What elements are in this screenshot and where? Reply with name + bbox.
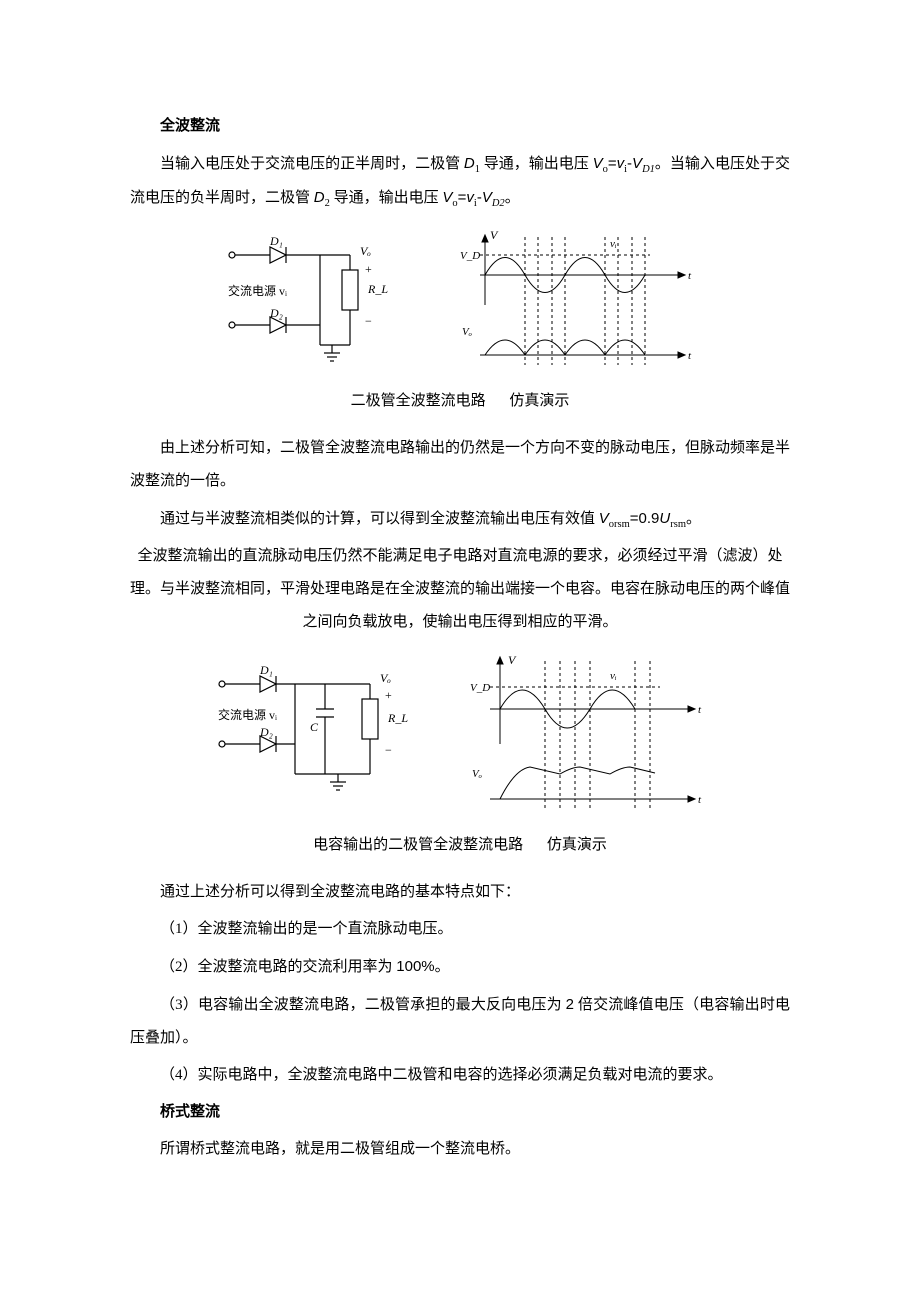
wave2-vi: vᵢ	[610, 670, 617, 682]
label2-D2: D₂	[259, 725, 273, 739]
para-7: （2）全波整流电路的交流利用率为 100%。	[130, 950, 790, 984]
wave-VD: V_D	[460, 250, 480, 262]
circuit-diagram-1: D₁ D₂ 交流电源 vᵢ Vₒ + R_L −	[220, 225, 430, 375]
Vorsm-V: V	[599, 510, 609, 527]
Vorsm-sub: orsm	[609, 519, 630, 530]
label2-D1: D₁	[259, 663, 273, 677]
figure-2-caption: 电容输出的二极管全波整流电路 仿真演示	[130, 829, 790, 862]
p1-b: 导通，输出电压	[480, 156, 593, 172]
label-D1: D₁	[269, 234, 283, 248]
figure-1: D₁ D₂ 交流电源 vᵢ Vₒ + R_L −	[130, 225, 790, 375]
para-4: 全波整流输出的直流脉动电压仍然不能满足电子电路对直流电源的要求，必须经过平滑（滤…	[130, 540, 790, 639]
caption-2a: 电容输出的二极管全波整流电路	[313, 837, 523, 853]
wave-t2: t	[688, 350, 692, 362]
p3-c: 。	[686, 511, 701, 527]
circuit-diagram-2: D₁ D₂ 交流电源 vᵢ C Vₒ + R_L −	[210, 649, 440, 809]
label-RL: R_L	[367, 282, 388, 296]
sym-vi2-v: v	[466, 189, 474, 206]
para-1: 当输入电压处于交流电压的正半周时，二极管 D1 导通，输出电压 Vo=vi-VD…	[130, 147, 790, 215]
wave-vi: vᵢ	[610, 238, 617, 250]
para-3: 通过与半波整流相类似的计算，可以得到全波整流输出电压有效值 Vorsm=0.9U…	[130, 502, 790, 536]
sym-Vo2-V: V	[442, 189, 452, 206]
para-9: （4）实际电路中，全波整流电路中二极管和电容的选择必须满足负载对电流的要求。	[130, 1059, 790, 1092]
wave2-t2: t	[698, 794, 702, 806]
label-src: 交流电源 vᵢ	[228, 283, 287, 298]
label2-minus: −	[385, 743, 392, 757]
sym-VD-V: V	[632, 155, 642, 172]
para-5: 通过上述分析可以得到全波整流电路的基本特点如下：	[130, 876, 790, 909]
para-2: 由上述分析可知，二极管全波整流电路输出的仍然是一个方向不变的脉动电压，但脉动频率…	[130, 432, 790, 498]
wave2-VD: V_D	[470, 682, 490, 694]
wave2-V: V	[508, 653, 517, 667]
waveform-diagram-1: V V_D vᵢ t Vₒ t	[450, 225, 700, 375]
sym-D2-D: D	[314, 189, 325, 206]
label-Vo: Vₒ	[360, 244, 371, 258]
label2-RL: R_L	[387, 711, 408, 725]
p7-c: 。	[435, 959, 450, 975]
caption-1a: 二极管全波整流电路	[351, 393, 486, 409]
para-8: （3）电容输出全波整流电路，二极管承担的最大反向电压为 2 倍交流峰值电压（电容…	[130, 988, 790, 1055]
figure-1-caption: 二极管全波整流电路 仿真演示	[130, 385, 790, 418]
label2-plus: +	[385, 688, 392, 702]
Ursm-U: U	[659, 510, 670, 527]
sym-VD2-D2: D2	[492, 198, 505, 209]
wave-V: V	[490, 228, 499, 242]
wave-Vo: Vₒ	[462, 326, 472, 338]
p3-a: 通过与半波整流相类似的计算，可以得到全波整流输出电压有效值	[160, 511, 599, 527]
label2-Vo: Vₒ	[380, 671, 391, 685]
caption-1b: 仿真演示	[509, 393, 569, 409]
sym-VD2-V: V	[482, 189, 492, 206]
figure-2: D₁ D₂ 交流电源 vᵢ C Vₒ + R_L − V	[130, 649, 790, 819]
sym-vi-v: v	[617, 155, 625, 172]
p1-e: 。	[505, 190, 520, 206]
section-title-fullwave: 全波整流	[130, 110, 790, 143]
label2-C: C	[310, 720, 319, 734]
section-title-bridge: 桥式整流	[130, 1096, 790, 1129]
label-plus: +	[365, 262, 372, 276]
p8-b: 2	[566, 996, 574, 1013]
sym-Vo-V: V	[593, 155, 603, 172]
para-6: （1）全波整流输出的是一个直流脉动电压。	[130, 913, 790, 946]
p7-a: （2）全波整流电路的交流利用率为	[160, 959, 396, 975]
caption-2b: 仿真演示	[547, 837, 607, 853]
p1-a: 当输入电压处于交流电压的正半周时，二极管	[160, 156, 464, 172]
sym-eq: =	[608, 155, 617, 172]
sym-D: D	[464, 155, 475, 172]
para-10: 所谓桥式整流电路，就是用二极管组成一个整流电桥。	[130, 1133, 790, 1166]
Ursm-sub: rsm	[670, 519, 686, 530]
label-D2: D₂	[269, 306, 283, 320]
wave2-Vo: Vₒ	[472, 768, 482, 780]
waveform-diagram-2: V V_D vᵢ t Vₒ t	[460, 649, 710, 819]
sym-VD-D1: D1	[642, 164, 655, 175]
wave2-t1: t	[698, 704, 702, 716]
wave-t1: t	[688, 270, 692, 282]
label-minus: −	[365, 314, 372, 328]
label2-src: 交流电源 vᵢ	[218, 707, 277, 722]
p7-b: 100%	[396, 958, 434, 975]
p8-a: （3）电容输出全波整流电路，二极管承担的最大反向电压为	[160, 997, 566, 1013]
p1-d: 导通，输出电压	[330, 190, 443, 206]
p3-b: =0.9	[630, 510, 660, 527]
